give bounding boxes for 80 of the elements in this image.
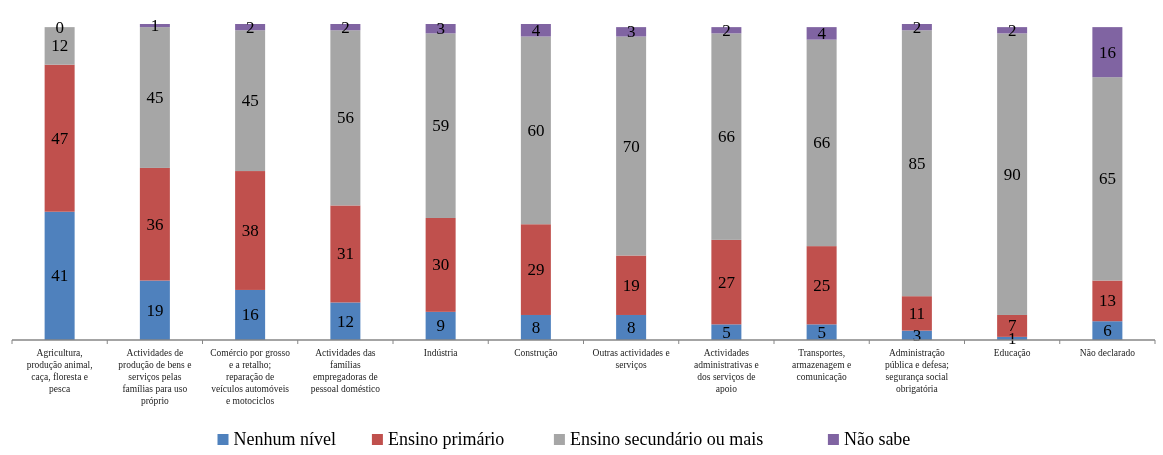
bar xyxy=(520,24,551,37)
data-label: 45 xyxy=(241,91,259,111)
data-label: 6 xyxy=(1103,321,1112,341)
data-label: 25 xyxy=(813,275,831,295)
bar xyxy=(1092,280,1123,322)
bar xyxy=(330,302,361,340)
data-label: 90 xyxy=(1003,164,1021,184)
bar xyxy=(425,33,456,218)
data-label: 29 xyxy=(527,260,545,280)
bar xyxy=(711,239,742,325)
data-label: 30 xyxy=(432,255,450,275)
data-label: 3 xyxy=(436,19,445,39)
x-tick-label: Agricultura, produção animal, caça, floresta e pesca xyxy=(26,348,93,394)
data-label: 47 xyxy=(51,128,69,148)
bar xyxy=(616,36,647,256)
x-tick-label: Construção xyxy=(514,348,558,358)
data-label: 66 xyxy=(813,133,831,153)
data-label: 3 xyxy=(626,22,636,42)
data-label: 38 xyxy=(241,221,259,240)
legend-label: Ensino primário xyxy=(387,429,505,449)
x-tick-label: Não declarado xyxy=(1079,348,1136,358)
data-label: 5 xyxy=(722,322,731,342)
x-tick-label: Administração pública e defesa; segurança social obrigatória xyxy=(884,348,949,394)
data-label: 19 xyxy=(622,275,640,295)
data-label: 16 xyxy=(1098,42,1116,62)
bar xyxy=(139,280,170,340)
bar xyxy=(330,205,361,303)
data-label: 11 xyxy=(908,303,926,323)
bar xyxy=(806,39,837,247)
data-label: 19 xyxy=(146,300,164,320)
bar xyxy=(520,224,551,315)
data-label: 8 xyxy=(626,317,636,337)
data-label: 36 xyxy=(146,214,164,234)
data-label: 41 xyxy=(51,266,69,286)
x-tick-label: Outras actividades e serviços xyxy=(592,348,670,370)
bar xyxy=(235,171,266,290)
legend-label: Nenhum nível xyxy=(233,429,336,449)
data-label: 13 xyxy=(1098,291,1116,311)
x-tick-label: Actividades das famílias empregadoras de pessoal doméstico xyxy=(310,348,381,394)
data-label: 9 xyxy=(436,316,445,336)
data-label: 59 xyxy=(432,116,450,136)
x-tick-label: Educação xyxy=(993,348,1031,358)
x-tick-label: Actividades administrativas e dos serviços de apoio xyxy=(694,348,759,394)
data-label: 27 xyxy=(717,272,736,292)
bar xyxy=(1092,27,1123,78)
x-tick-label: Comércio por grosso e a retalho; reparação de veículos automóveis e motociclos xyxy=(210,348,291,406)
x-tick-label: Transportes, armazenagem e comunicação xyxy=(791,348,852,382)
bar xyxy=(520,36,551,225)
data-label: 4 xyxy=(817,23,827,43)
data-label: 31 xyxy=(336,244,354,264)
data-label: 1 xyxy=(150,16,160,36)
data-label: 5 xyxy=(817,322,826,342)
data-label: 85 xyxy=(908,153,926,173)
data-label: 45 xyxy=(146,88,164,108)
data-label: 56 xyxy=(336,108,354,128)
bar xyxy=(44,211,75,340)
legend-label: Ensino secundário ou mais xyxy=(569,429,764,449)
data-label: 4 xyxy=(531,20,541,40)
x-tick-label: Indústria xyxy=(423,348,459,358)
data-label: 16 xyxy=(241,305,259,325)
bar xyxy=(616,27,647,37)
bar xyxy=(901,296,932,331)
bar xyxy=(44,64,75,212)
bar xyxy=(139,167,170,281)
data-label: 60 xyxy=(527,120,545,140)
bar xyxy=(425,217,456,312)
bar xyxy=(616,255,647,315)
bar xyxy=(1092,77,1123,281)
data-label: 12 xyxy=(336,311,354,331)
data-label: 8 xyxy=(531,317,541,337)
data-label: 66 xyxy=(717,127,735,147)
data-label: 65 xyxy=(1098,169,1116,189)
data-label: 0 xyxy=(55,17,64,37)
bar xyxy=(806,246,837,325)
data-label: 70 xyxy=(622,136,640,156)
data-label: 12 xyxy=(51,36,69,56)
data-label: 3 xyxy=(912,325,922,345)
legend-label: Não sabe xyxy=(843,429,911,449)
x-tick-label: Actividades de produção de bens e serviços pelas famílias para uso próprio xyxy=(118,348,192,406)
bar xyxy=(235,289,266,340)
